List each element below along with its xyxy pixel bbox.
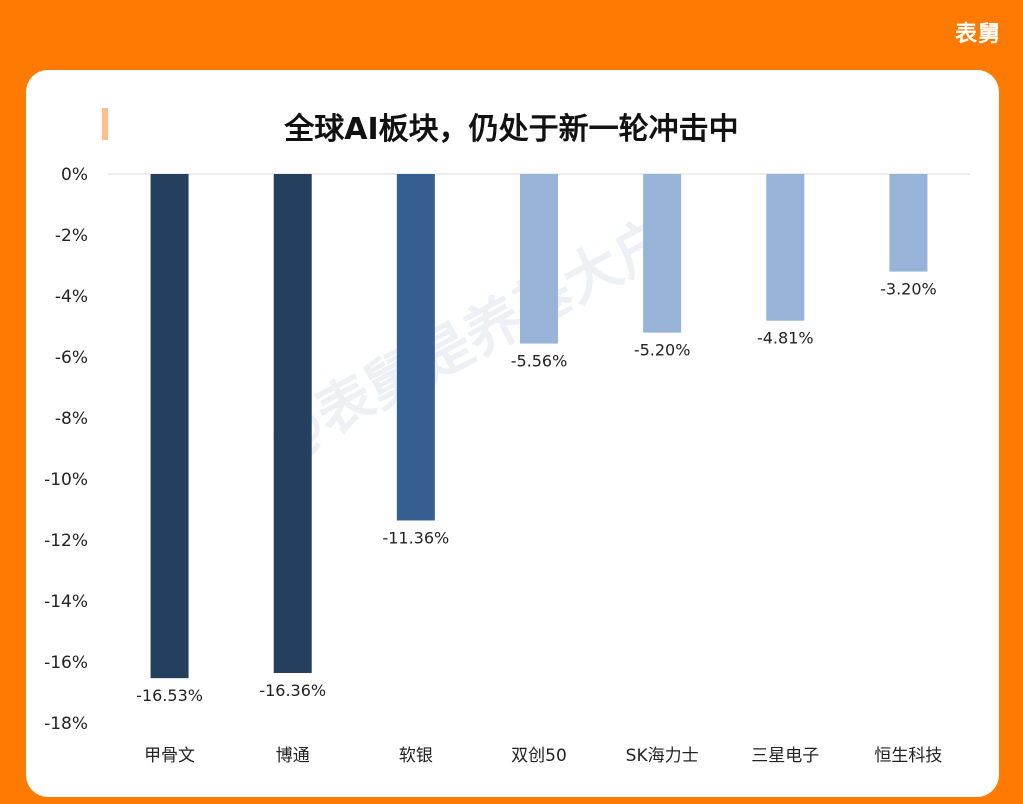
bar: [766, 174, 805, 321]
bar: [150, 174, 189, 679]
bar: [643, 174, 682, 333]
data-label: -5.56%: [511, 352, 568, 371]
y-tick-label: -2%: [55, 226, 88, 246]
category-label: 软银: [399, 746, 433, 766]
y-tick-label: -8%: [55, 409, 88, 429]
category-label: 三星电子: [751, 746, 819, 766]
y-tick-label: -4%: [55, 287, 88, 307]
data-label: -11.36%: [382, 528, 449, 547]
data-label: -4.81%: [757, 329, 814, 348]
y-tick-label: -18%: [44, 714, 88, 734]
title-accent-bar: [102, 108, 108, 140]
category-label: 恒生科技: [874, 746, 942, 766]
data-label: -16.36%: [259, 681, 326, 700]
y-tick-label: -14%: [44, 592, 88, 612]
y-tick-label: -12%: [44, 531, 88, 551]
category-label: SK海力士: [626, 746, 699, 766]
category-label: 甲骨文: [144, 746, 195, 766]
data-label: -3.20%: [880, 280, 937, 299]
y-tick-label: 0%: [61, 165, 88, 185]
data-label: -5.20%: [634, 341, 691, 360]
bar: [273, 174, 312, 673]
bar: [520, 174, 558, 344]
data-label: -16.53%: [136, 686, 203, 705]
brand-logo: 表舅: [954, 22, 1001, 47]
bar: [889, 174, 928, 272]
chart-title: 全球AI板块，仍处于新一轮冲击中: [284, 112, 739, 147]
y-tick-label: -16%: [44, 653, 88, 673]
category-label: 博通: [276, 746, 310, 766]
bar: [396, 174, 435, 521]
category-label: 双创50: [511, 746, 567, 766]
y-tick-label: -6%: [55, 348, 88, 368]
y-tick-label: -10%: [44, 470, 88, 490]
